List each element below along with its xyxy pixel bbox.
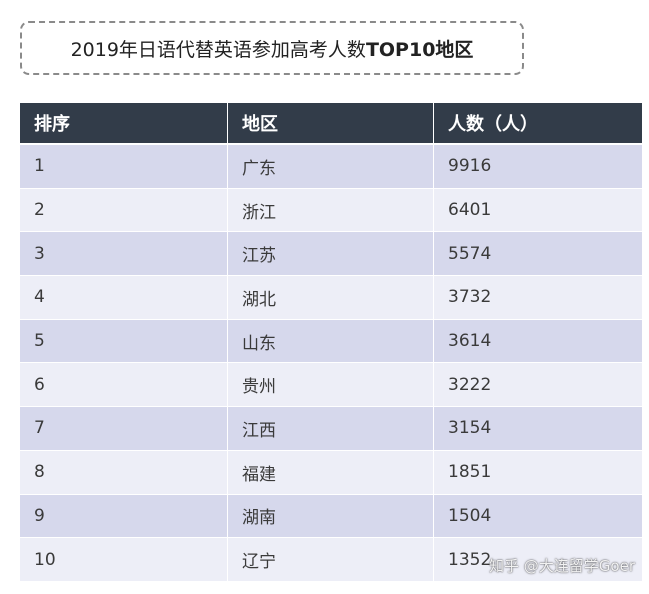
- cell-count: 1851: [448, 462, 492, 483]
- cell-region: 江苏: [228, 232, 434, 276]
- table-row: 3 江苏 5574: [20, 232, 642, 277]
- cell-count: 3154: [448, 418, 492, 439]
- table-row: 1 广东 9916: [20, 145, 642, 189]
- table-row: 4 湖北 3732: [20, 276, 642, 320]
- cell-count: 3614: [448, 331, 492, 352]
- cell-region: 福建: [228, 450, 434, 494]
- cell-region: 广东: [228, 145, 434, 188]
- header-count: 人数（人）: [448, 114, 538, 135]
- cell-region: 山东: [228, 319, 434, 363]
- cell-count: 3222: [448, 374, 492, 395]
- table-row: 10 辽宁 1352: [20, 538, 642, 582]
- table-row: 7 江西 3154: [20, 407, 642, 451]
- cell-region: 湖南: [228, 494, 434, 538]
- table-header: 排序 地区 人数（人）: [20, 103, 642, 145]
- cell-count: 5574: [448, 243, 492, 264]
- cell-region: 江西: [228, 407, 434, 450]
- cell-rank: 10: [20, 538, 228, 581]
- cell-region: 辽宁: [228, 538, 434, 581]
- cell-rank: 3: [20, 232, 228, 276]
- cell-count: 9916: [448, 156, 492, 177]
- table-row: 8 福建 1851: [20, 450, 642, 495]
- table-row: 5 山东 3614: [20, 319, 642, 364]
- table-row: 9 湖南 1504: [20, 494, 642, 539]
- cell-rank: 9: [20, 494, 228, 538]
- cell-rank: 4: [20, 276, 228, 319]
- header-region: 地区: [228, 103, 434, 143]
- cell-count: 1352: [448, 549, 492, 570]
- cell-count: 1504: [448, 505, 492, 526]
- title-box: 2019年日语代替英语参加高考人数TOP10地区: [20, 21, 524, 75]
- watermark: 知乎 @大连留学Goer: [489, 557, 635, 575]
- cell-rank: 6: [20, 363, 228, 407]
- table-row: 6 贵州 3222: [20, 363, 642, 408]
- cell-rank: 1: [20, 145, 228, 188]
- data-table: 排序 地区 人数（人） 1 广东 9916 2 浙江 6401 3 江苏 557…: [20, 103, 642, 582]
- page-title: 2019年日语代替英语参加高考人数TOP10地区: [71, 35, 474, 62]
- cell-region: 贵州: [228, 363, 434, 407]
- cell-region: 湖北: [228, 276, 434, 319]
- header-rank: 排序: [20, 103, 228, 143]
- cell-rank: 5: [20, 319, 228, 363]
- title-prefix: 2019年日语代替英语参加高考人数: [70, 38, 366, 61]
- cell-region: 浙江: [228, 188, 434, 232]
- cell-rank: 7: [20, 407, 228, 450]
- cell-rank: 8: [20, 450, 228, 494]
- cell-rank: 2: [20, 188, 228, 232]
- cell-count: 3732: [448, 287, 492, 308]
- table-row: 2 浙江 6401: [20, 188, 642, 233]
- title-bold: TOP10地区: [365, 38, 474, 61]
- cell-count: 6401: [448, 200, 492, 221]
